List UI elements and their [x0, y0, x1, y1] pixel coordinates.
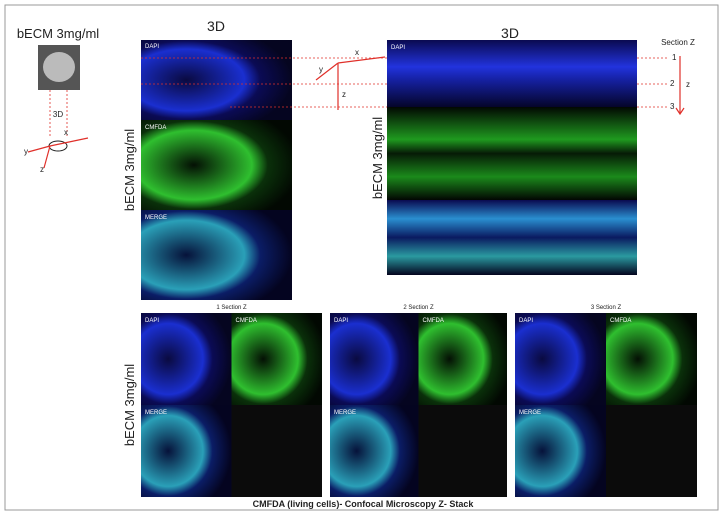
micrograph — [418, 405, 507, 497]
axis-z: z — [342, 90, 346, 99]
section-z-title: Section Z — [661, 38, 695, 47]
channel-label: DAPI — [145, 318, 159, 324]
micrograph — [418, 313, 507, 405]
channel-label: DAPI — [391, 45, 405, 51]
micrograph — [141, 313, 232, 405]
gel-drop — [43, 52, 75, 82]
axis-z: z — [686, 80, 690, 89]
micrograph — [330, 405, 419, 497]
channel-label: MERGE — [145, 410, 167, 416]
micrograph — [606, 313, 697, 405]
level: 3 — [670, 102, 675, 111]
micrograph — [606, 405, 697, 497]
section-title: 2 Section Z — [403, 305, 434, 311]
panel-header: 3D — [501, 25, 519, 41]
channel-label: MERGE — [334, 410, 356, 416]
channel-label: DAPI — [145, 44, 159, 50]
label-3d: 3D — [53, 110, 63, 119]
side-label: bECM 3mg/ml — [122, 364, 137, 446]
channel-label: CMFDA — [145, 125, 166, 131]
micrograph — [141, 405, 232, 497]
side-label: bECM 3mg/ml — [122, 129, 137, 211]
axis-z: z — [40, 165, 44, 174]
channel-label: MERGE — [519, 410, 541, 416]
micrograph — [231, 405, 322, 497]
axis-y: y — [24, 147, 28, 156]
channel-label: CMFDA — [423, 318, 444, 324]
side-label: bECM 3mg/ml — [370, 117, 385, 199]
schematic-title: bECM 3mg/ml — [17, 26, 99, 41]
panel-header: 3D — [207, 18, 225, 34]
sections: bECM 3mg/ml 1 Section Z DAPI CMFDA MERGE 2 S… — [122, 305, 697, 497]
axis-x: x — [64, 128, 68, 137]
micrograph — [515, 405, 606, 497]
section-title: 3 Section Z — [591, 305, 622, 311]
schematic: bECM 3mg/ml 3D x y z — [17, 26, 99, 174]
section-title: 1 Section Z — [216, 305, 247, 311]
channel-label: DAPI — [519, 318, 533, 324]
axes-diagram: x y z — [315, 48, 386, 110]
panel-b: 3D bECM 3mg/ml DAPI Section Z 1 2 3 z — [370, 25, 695, 275]
panel-a: 3D bECM 3mg/ml DAPI CMFDA MERGE — [122, 18, 387, 300]
level: 2 — [670, 79, 675, 88]
micrograph — [231, 313, 322, 405]
channel-label: CMFDA — [236, 318, 257, 324]
caption: CMFDA (living cells)- Confocal Microscop… — [253, 499, 475, 509]
axis-x: x — [355, 48, 359, 57]
micrograph — [330, 313, 419, 405]
micrograph — [515, 313, 606, 405]
axis-y: y — [319, 65, 323, 74]
level: 1 — [672, 53, 677, 62]
channel-label: CMFDA — [610, 318, 631, 324]
channel-label: DAPI — [334, 318, 348, 324]
channel-label: MERGE — [145, 215, 167, 221]
